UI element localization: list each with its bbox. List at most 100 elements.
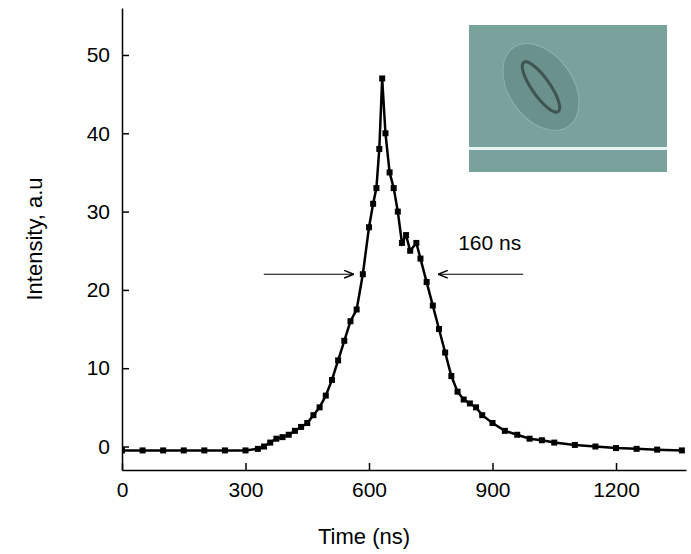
tick: 40 bbox=[87, 122, 129, 145]
data-point bbox=[634, 446, 640, 452]
data-point bbox=[417, 256, 423, 262]
tick-label: 300 bbox=[228, 478, 263, 501]
data-point bbox=[243, 447, 249, 453]
data-point bbox=[376, 146, 382, 152]
x-axis-title: Time (ns) bbox=[318, 524, 410, 549]
data-point bbox=[539, 437, 545, 443]
axis-line bbox=[123, 470, 687, 472]
data-point bbox=[379, 75, 385, 81]
y-axis-title: Intensity, a.u bbox=[22, 177, 47, 300]
data-point bbox=[387, 169, 393, 175]
data-point bbox=[455, 389, 461, 395]
tick-mark bbox=[369, 463, 371, 470]
tick: 30 bbox=[87, 200, 129, 223]
data-point bbox=[551, 440, 557, 446]
tick-label: 0 bbox=[98, 435, 110, 458]
data-point bbox=[424, 279, 430, 285]
data-point bbox=[502, 428, 508, 434]
data-point bbox=[181, 447, 187, 453]
data-point bbox=[373, 185, 379, 191]
tick-label: 0 bbox=[117, 478, 129, 501]
data-point bbox=[323, 393, 329, 399]
data-point bbox=[613, 445, 619, 451]
inset-background bbox=[469, 25, 667, 172]
data-point bbox=[273, 436, 279, 442]
tick-label: 30 bbox=[87, 200, 110, 223]
tick: 600 bbox=[352, 463, 387, 501]
data-point bbox=[473, 404, 479, 410]
inset-photo bbox=[469, 25, 667, 172]
data-marks bbox=[122, 75, 685, 453]
data-point bbox=[255, 446, 261, 452]
tick: 0 bbox=[98, 435, 129, 458]
data-point bbox=[267, 440, 273, 446]
chart: 0 300 600 900 1200 0 10 20 30 40 50 160 ns Time (ns)… bbox=[0, 0, 691, 554]
tick: 1200 bbox=[593, 463, 640, 501]
tick: 20 bbox=[87, 278, 129, 301]
tick-mark bbox=[616, 463, 618, 470]
data-point bbox=[286, 432, 292, 438]
data-point bbox=[430, 303, 436, 309]
tick: 50 bbox=[87, 43, 129, 66]
data-point bbox=[467, 400, 473, 406]
data-point bbox=[341, 338, 347, 344]
tick-label: 600 bbox=[352, 478, 387, 501]
data-point bbox=[317, 404, 323, 410]
data-point bbox=[479, 412, 485, 418]
annotation-arrow bbox=[438, 274, 523, 275]
data-point bbox=[391, 185, 397, 191]
data-point bbox=[436, 326, 442, 332]
tick-mark bbox=[122, 133, 129, 135]
data-point bbox=[442, 350, 448, 356]
axis-line bbox=[122, 9, 124, 471]
data-point bbox=[222, 447, 228, 453]
data-point bbox=[280, 434, 286, 440]
plot-area: 0 300 600 900 1200 0 10 20 30 40 50 160 ns bbox=[87, 9, 687, 501]
y-axis: 0 10 20 30 40 50 bbox=[87, 9, 129, 471]
tick: 10 bbox=[87, 356, 129, 379]
tick-mark bbox=[122, 290, 129, 292]
data-point bbox=[335, 357, 341, 363]
inset-line bbox=[469, 147, 667, 150]
data-point bbox=[140, 447, 146, 453]
tick-mark bbox=[122, 368, 129, 370]
data-point bbox=[298, 424, 304, 430]
tick-label: 20 bbox=[87, 278, 110, 301]
data-point bbox=[304, 420, 310, 426]
annotation: 160 ns bbox=[264, 231, 523, 274]
data-point bbox=[354, 306, 360, 312]
inset-crater bbox=[487, 29, 594, 144]
tick-label: 900 bbox=[475, 478, 510, 501]
data-point bbox=[310, 412, 316, 418]
data-point bbox=[360, 271, 366, 277]
tick: 300 bbox=[228, 463, 263, 501]
data-point bbox=[160, 447, 166, 453]
tick-mark bbox=[122, 211, 129, 213]
annotation-arrow bbox=[264, 274, 354, 275]
data-point bbox=[527, 436, 533, 442]
data-point bbox=[122, 447, 125, 453]
tick-label: 50 bbox=[87, 43, 110, 66]
data-point bbox=[292, 428, 298, 434]
data-point bbox=[261, 444, 267, 450]
data-point bbox=[448, 373, 454, 379]
data-point bbox=[399, 240, 405, 246]
data-point bbox=[461, 397, 467, 403]
tick-label: 10 bbox=[87, 356, 110, 379]
data-point bbox=[572, 442, 578, 448]
data-point bbox=[347, 318, 353, 324]
data-point bbox=[395, 209, 401, 215]
data-point bbox=[592, 444, 598, 450]
data-point bbox=[514, 432, 520, 438]
tick-mark bbox=[492, 463, 494, 470]
tick-label: 1200 bbox=[593, 478, 640, 501]
tick-mark bbox=[245, 463, 247, 470]
data-point bbox=[407, 248, 413, 254]
data-point bbox=[329, 377, 335, 383]
data-point bbox=[679, 447, 685, 453]
data-point bbox=[490, 420, 496, 426]
data-point bbox=[201, 447, 207, 453]
data-point bbox=[654, 447, 660, 453]
data-point bbox=[382, 130, 388, 136]
tick-mark bbox=[122, 55, 129, 57]
